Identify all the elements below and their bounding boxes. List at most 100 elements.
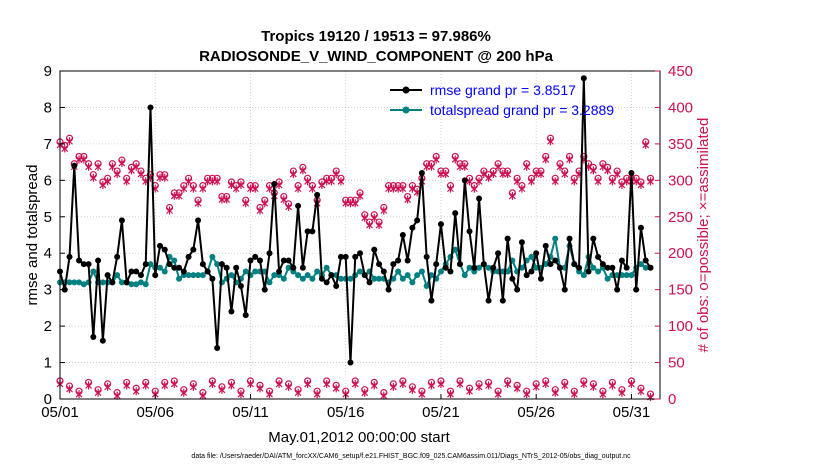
obs-marker: [565, 152, 574, 164]
spread-point: [285, 264, 292, 271]
spread-point: [347, 275, 354, 282]
obs-marker: [594, 174, 602, 186]
rmse-point: [461, 177, 468, 184]
rmse-point: [171, 264, 178, 271]
obs-marker: [637, 178, 645, 189]
rmse-point: [252, 253, 259, 260]
obs-marker: [442, 167, 450, 179]
obs-marker: [65, 382, 74, 394]
spread-point: [114, 272, 121, 279]
spread-point: [314, 268, 321, 275]
y-left-tick-label: 2: [44, 318, 52, 335]
rmse-point: [133, 268, 140, 275]
obs-marker: [427, 378, 436, 390]
legend-rmse-label: rmse grand pr = 3.8517: [430, 82, 576, 98]
spread-point: [71, 279, 78, 286]
obs-marker: [513, 174, 521, 186]
y-right-tick-label: 250: [668, 209, 693, 226]
rmse-point: [371, 246, 378, 253]
obs-marker: [432, 152, 440, 164]
obs-marker: [527, 174, 536, 186]
obs-marker: [161, 378, 169, 390]
spread-point: [337, 275, 344, 282]
obs-marker: [218, 192, 226, 204]
rmse-point: [595, 253, 602, 260]
obs-marker: [456, 377, 464, 388]
obs-marker: [494, 387, 502, 399]
obs-marker: [475, 380, 483, 391]
rmse-point: [466, 228, 473, 235]
obs-marker: [104, 174, 112, 186]
obs-marker: [618, 178, 626, 189]
rmse-point: [152, 272, 159, 279]
obs-marker: [280, 192, 288, 204]
rmse-point: [109, 279, 116, 286]
rmse-point: [576, 264, 583, 271]
obs-marker: [361, 211, 369, 222]
obs-marker: [551, 174, 559, 186]
rmse-point: [99, 337, 106, 344]
obs-marker: [389, 182, 397, 193]
obs-marker: [589, 380, 597, 391]
obs-marker: [365, 218, 374, 230]
rmse-point: [380, 268, 387, 275]
obs-marker: [223, 192, 231, 204]
rmse-point: [518, 239, 525, 246]
obs-marker: [646, 174, 655, 186]
obs-marker: [451, 152, 459, 164]
rmse-point: [295, 202, 302, 209]
obs-marker: [75, 387, 83, 399]
obs-marker: [556, 160, 564, 171]
obs-marker: [61, 141, 69, 153]
spread-point: [452, 246, 459, 253]
obs-marker: [570, 387, 578, 399]
rmse-point: [80, 261, 87, 268]
y-axis-right-label: # of obs: o=possible; ×=assimilated: [695, 118, 712, 353]
obs-marker: [123, 174, 131, 186]
obs-marker: [361, 386, 369, 397]
rmse-point: [333, 283, 340, 290]
spread-point: [414, 272, 421, 279]
spread-point: [628, 272, 635, 279]
rmse-point: [128, 268, 135, 275]
y-right-tick-label: 50: [668, 355, 685, 372]
obs-marker: [637, 384, 645, 396]
rmse-point: [499, 297, 506, 304]
obs-marker: [308, 182, 316, 193]
rmse-point: [614, 286, 621, 293]
y-left-tick-label: 3: [44, 282, 52, 299]
obs-marker: [599, 387, 607, 399]
spread-point: [142, 281, 149, 288]
spread-point: [209, 253, 216, 260]
obs-marker: [175, 189, 183, 200]
rmse-point: [590, 235, 597, 242]
spread-point: [409, 279, 416, 286]
spread-point: [76, 279, 83, 286]
rmse-point: [223, 264, 230, 271]
spread-point: [552, 235, 559, 242]
obs-marker: [165, 203, 174, 215]
obs-marker: [542, 377, 550, 388]
x-tick-label: 05/01: [41, 404, 79, 421]
rmse-point: [633, 286, 640, 293]
y-left-tick-label: 6: [44, 172, 52, 189]
rmse-point: [266, 250, 273, 257]
rmse-point: [547, 261, 554, 268]
rmse-point: [309, 228, 316, 235]
rmse-point: [314, 191, 321, 198]
rmse-point: [585, 268, 592, 275]
obs-marker: [599, 160, 607, 171]
obs-marker: [399, 182, 407, 193]
obs-marker: [170, 377, 178, 388]
y-left-tick-label: 0: [44, 391, 52, 408]
y-left-tick-label: 8: [44, 99, 52, 116]
obs-marker: [323, 377, 331, 388]
obs-marker: [232, 182, 240, 193]
obs-marker: [199, 389, 207, 400]
rmse-point: [509, 275, 516, 282]
rmse-point: [142, 261, 149, 268]
rmse-point: [337, 253, 344, 260]
rmse-point: [390, 261, 397, 268]
spread-point: [214, 261, 221, 268]
